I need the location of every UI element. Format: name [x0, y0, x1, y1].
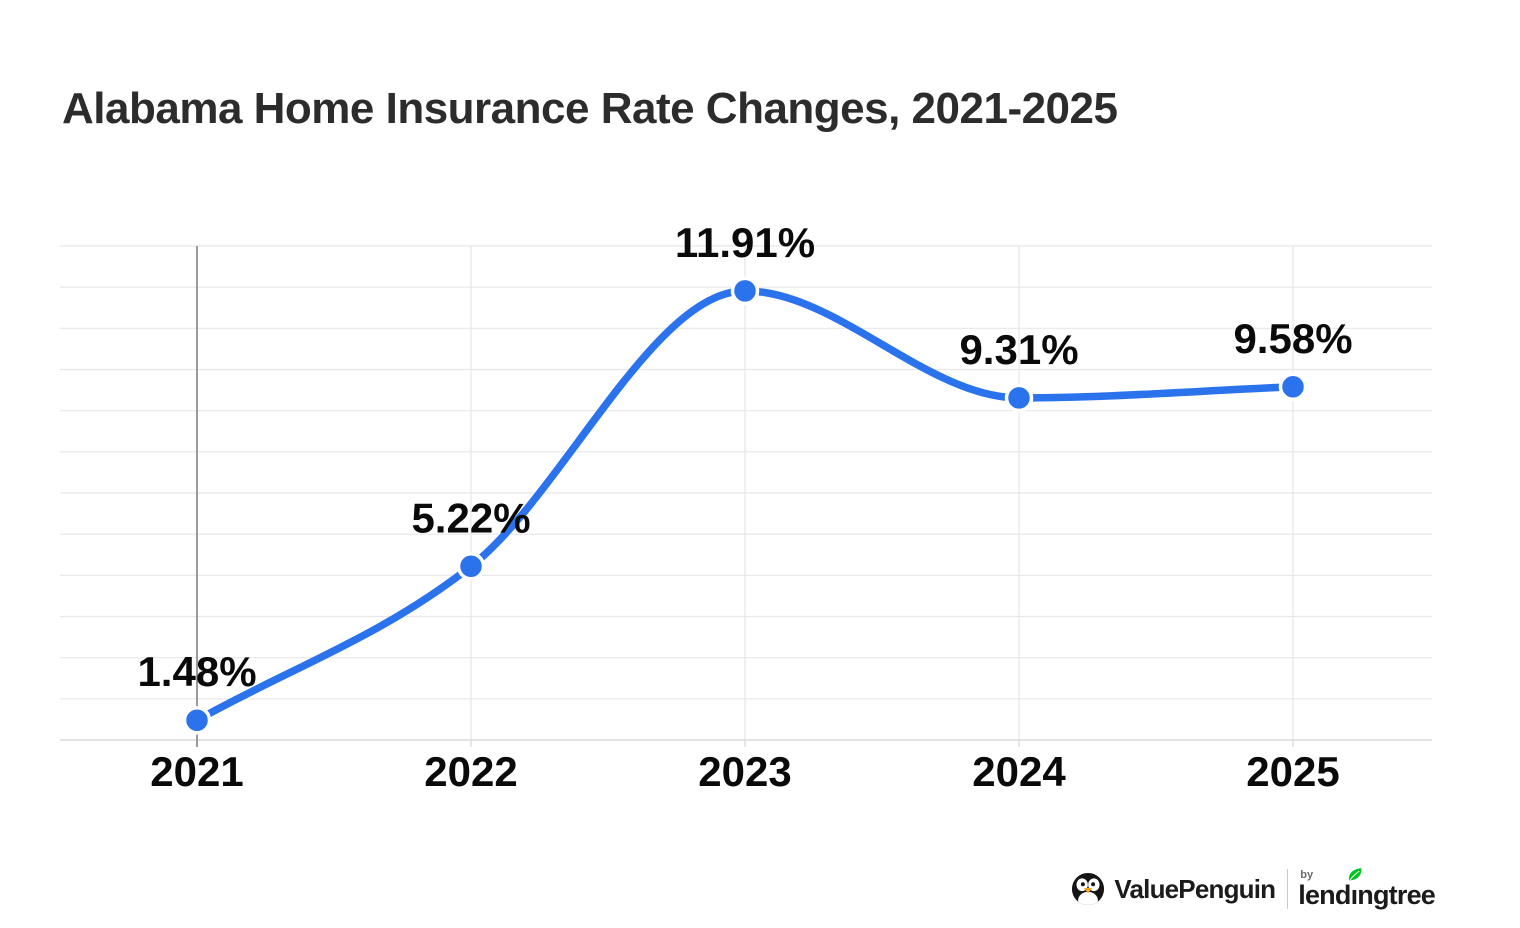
valuepenguin-wordmark: ValuePenguin — [1114, 874, 1276, 904]
x-axis-label-2022: 2022 — [424, 748, 517, 795]
footer-divider — [1287, 869, 1289, 909]
brand-footer: ValuePenguin by lend ı ngtree — [1071, 868, 1436, 910]
lendingtree-text-post: ngtree — [1357, 880, 1436, 910]
x-axis-label-2023: 2023 — [698, 748, 791, 795]
x-axis-label-2025: 2025 — [1246, 748, 1339, 795]
value-label-2021: 1.48% — [137, 648, 256, 695]
value-label-2023: 11.91% — [675, 219, 815, 266]
lendingtree-lockup: by lend ı ngtree — [1298, 868, 1436, 910]
lendingtree-leaf-icon — [1348, 868, 1361, 881]
lendingtree-wordmark: lend ı ngtree — [1298, 868, 1436, 910]
by-label: by — [1300, 869, 1314, 881]
x-axis-label-2021: 2021 — [150, 748, 243, 795]
value-label-2024: 9.31% — [959, 326, 1078, 373]
data-point-2025 — [1278, 372, 1308, 402]
data-point-2022 — [456, 552, 486, 581]
chart-title: Alabama Home Insurance Rate Changes, 202… — [62, 84, 1118, 133]
value-label-2022: 5.22% — [411, 494, 530, 541]
data-point-2023 — [730, 276, 760, 306]
data-point-2021 — [182, 705, 212, 735]
lendingtree-text-pre: lend — [1298, 880, 1351, 910]
lendingtree-letter-i: ı — [1348, 868, 1361, 910]
value-label-2025: 9.58% — [1233, 315, 1352, 362]
data-point-2024 — [1004, 383, 1034, 413]
x-axis-label-2024: 2024 — [972, 748, 1066, 795]
valuepenguin-penguin-icon — [1072, 872, 1105, 906]
